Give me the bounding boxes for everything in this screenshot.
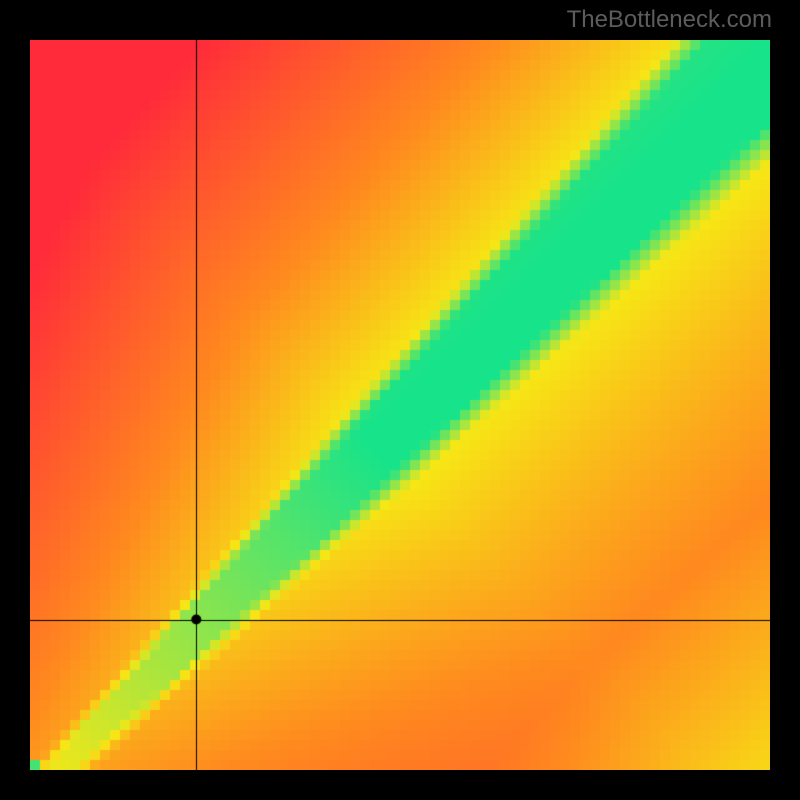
bottleneck-heatmap	[30, 40, 770, 770]
watermark-text: TheBottleneck.com	[567, 6, 772, 34]
